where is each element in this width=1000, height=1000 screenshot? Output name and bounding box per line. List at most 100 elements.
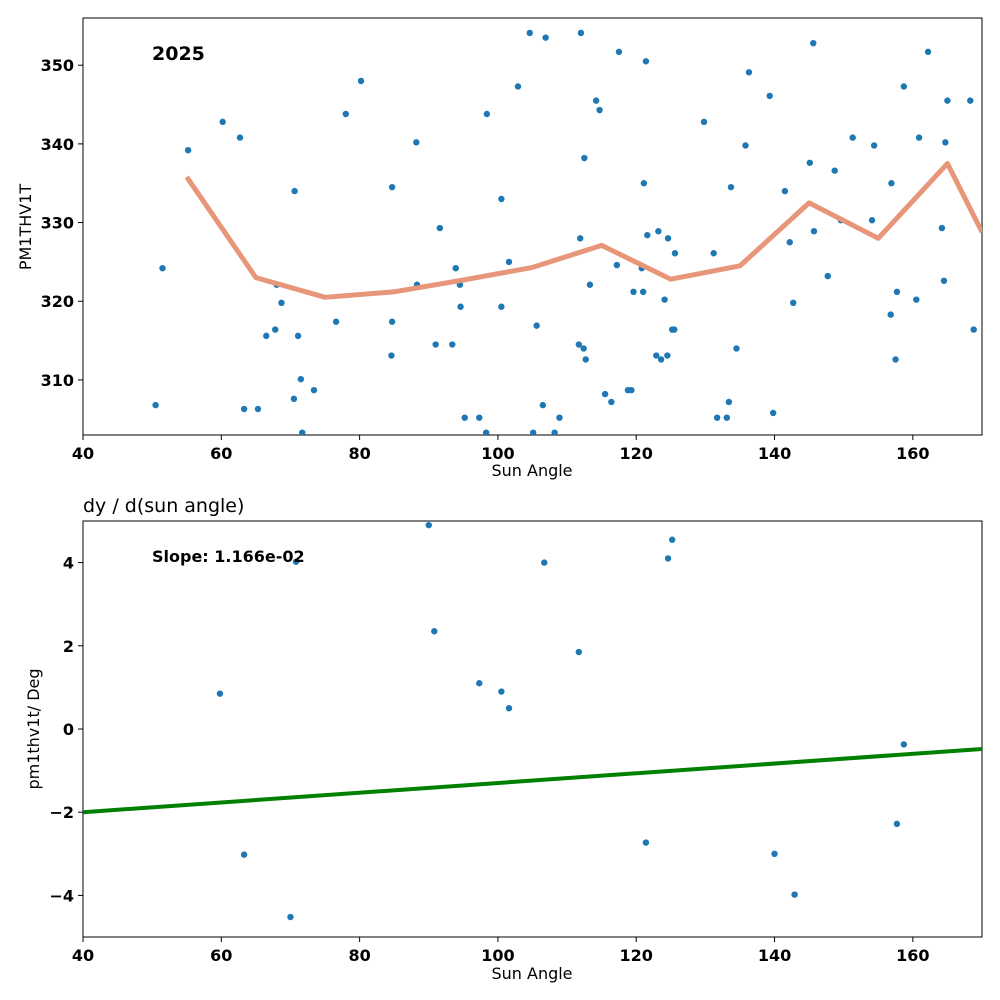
top-scatter-point <box>357 77 365 85</box>
top-scatter-point <box>299 429 306 435</box>
bottom-scatter-point <box>431 628 438 635</box>
top-scatter-point <box>608 398 615 406</box>
top-x-tick-label: 140 <box>758 444 791 463</box>
top-scatter-point <box>542 34 549 41</box>
top-trend-line <box>184 161 982 300</box>
top-scatter-point <box>556 414 563 421</box>
bottom-scatter-point <box>476 680 483 687</box>
bottom-title: dy / d(sun angle) <box>83 495 244 517</box>
top-scatter-point <box>727 183 735 191</box>
bottom-scatter-point <box>498 688 505 695</box>
top-scatter-point <box>887 311 894 318</box>
bottom-scatter-point <box>642 839 650 846</box>
top-scatter-point <box>786 239 793 246</box>
top-scatter-point <box>942 139 949 146</box>
bottom-y-tick-label: 2 <box>63 637 74 656</box>
top-scatter-point <box>254 405 262 413</box>
top-scatter-point <box>790 299 797 307</box>
top-scatter-point <box>219 118 226 126</box>
top-scatter-point <box>913 296 920 303</box>
top-y-tick-label: 310 <box>41 371 74 390</box>
top-y-axis-label: PM1THV1T <box>16 184 35 271</box>
top-scatter-point <box>452 265 459 272</box>
top-scatter-point <box>575 341 583 348</box>
top-scatter-point <box>723 414 731 421</box>
top-scatter-point <box>639 288 647 296</box>
top-scatter-point <box>601 390 609 398</box>
top-scatter-point <box>413 139 420 146</box>
top-scatter-point <box>769 409 777 417</box>
top-scatter-point <box>644 231 651 239</box>
top-scatter-point <box>915 134 923 141</box>
bottom-y-tick-label: −2 <box>49 803 74 822</box>
top-scatter-point <box>870 142 878 149</box>
top-scatter-point <box>483 110 491 118</box>
top-scatter-point <box>236 134 244 141</box>
top-scatter-point <box>290 395 298 403</box>
bottom-scatter-point <box>771 850 778 857</box>
top-scatter-point <box>498 195 505 203</box>
top-x-tick-label: 60 <box>210 444 232 463</box>
bottom-fit-line <box>83 746 982 815</box>
top-scatter-point <box>710 250 717 257</box>
bottom-x-tick-label: 80 <box>348 946 370 965</box>
bottom-scatter-point <box>575 648 583 656</box>
top-x-tick-label: 120 <box>620 444 653 463</box>
top-scatter-point <box>733 345 740 352</box>
top-scatter-point <box>539 401 547 409</box>
top-y-tick-label: 350 <box>41 56 74 75</box>
top-scatter-point <box>592 97 600 104</box>
top-scatter-point <box>630 288 637 296</box>
top-scatter-point <box>766 92 773 100</box>
top-scatter-point <box>577 235 584 242</box>
top-scatter-point <box>342 110 349 118</box>
top-scatter-point <box>700 118 708 126</box>
bottom-x-ticks: 40 60 80 100 120 140 160 <box>72 937 930 965</box>
top-scatter-point <box>613 261 621 269</box>
top-scatter-point <box>388 352 395 359</box>
bottom-panel: 40 60 80 100 120 140 160 −4 −2 0 2 4 dy / d(sun an… <box>24 495 983 983</box>
top-scatter-point <box>457 303 464 310</box>
bottom-scatter-point <box>791 891 798 898</box>
bottom-scatter-point <box>900 741 908 748</box>
bottom-scatter-point <box>505 705 513 712</box>
top-scatter-point <box>900 83 908 90</box>
top-scatter-point <box>868 217 876 224</box>
top-scatter-point <box>892 356 899 363</box>
top-scatter-point <box>529 429 537 435</box>
top-scatter-point <box>893 288 901 296</box>
top-scatter-point <box>810 39 817 47</box>
top-scatter-point <box>278 299 285 307</box>
top-scatter-point <box>551 429 558 435</box>
top-scatter-point <box>580 345 587 352</box>
top-scatter-point <box>297 375 305 383</box>
top-scatter-point <box>745 69 753 76</box>
bottom-scatter-point <box>240 851 248 858</box>
top-scatter-point <box>640 180 648 187</box>
top-annotation: 2025 <box>152 43 205 65</box>
top-scatter-point <box>272 326 279 333</box>
top-scatter-point <box>742 142 749 149</box>
top-scatter-point <box>642 58 650 65</box>
top-x-tick-label: 100 <box>481 444 514 463</box>
top-y-ticks: 310 320 330 340 350 <box>41 56 83 390</box>
top-scatter-point <box>938 224 946 232</box>
bottom-annotation: Slope: 1.166e-02 <box>152 547 305 566</box>
top-scatter-point <box>332 318 340 325</box>
top-x-tick-label: 80 <box>348 444 370 463</box>
top-scatter-point <box>888 180 895 187</box>
top-scatter-point <box>498 303 505 310</box>
top-scatter-point <box>586 281 594 288</box>
bottom-x-tick-label: 100 <box>481 946 514 965</box>
top-y-tick-label: 340 <box>41 135 74 154</box>
top-scatter-point <box>476 414 483 421</box>
top-scatter-points <box>152 29 977 435</box>
top-scatter-point <box>294 332 302 340</box>
bottom-x-tick-label: 160 <box>896 946 929 965</box>
top-scatter-point <box>240 405 248 413</box>
top-scatter-point <box>664 235 672 242</box>
bottom-y-axis-label: pm1thv1t/ Deg <box>24 668 43 789</box>
top-x-tick-label: 40 <box>72 444 94 463</box>
